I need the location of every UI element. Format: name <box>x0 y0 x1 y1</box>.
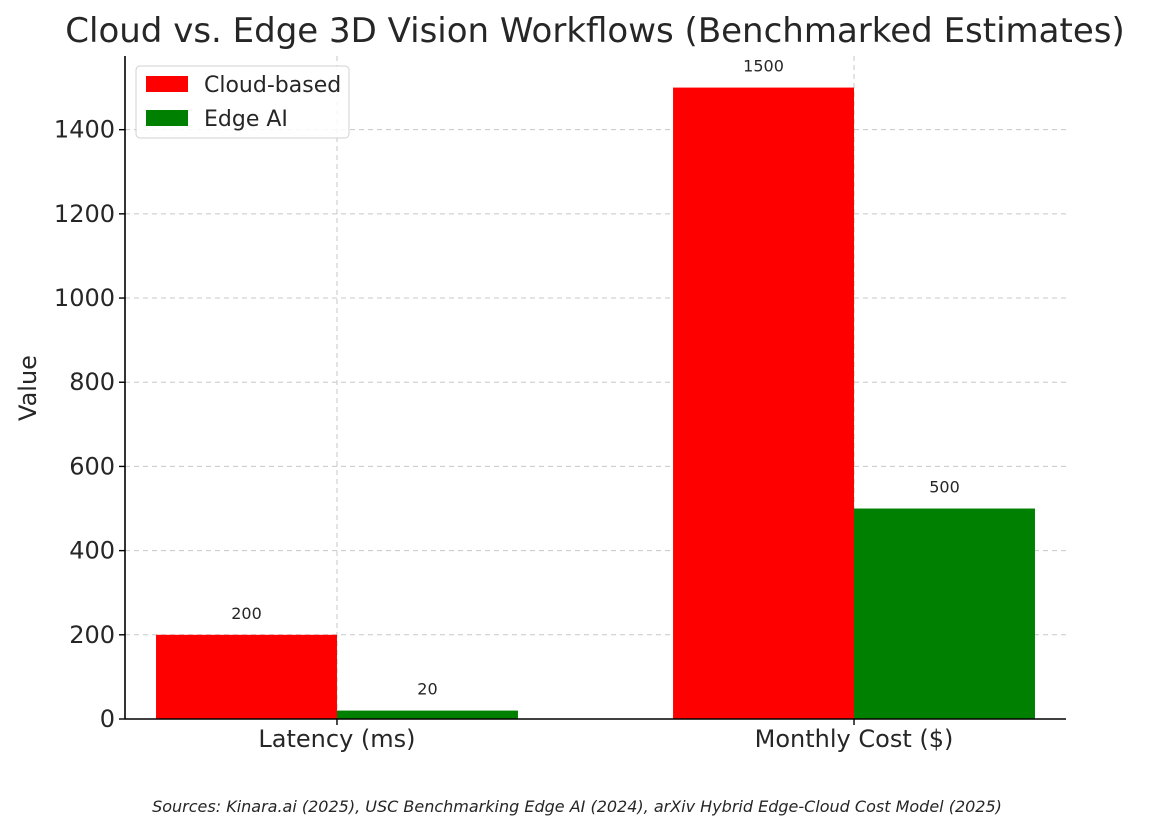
bar <box>673 87 855 720</box>
y-tick-label: 1400 <box>54 116 115 144</box>
bar-value-label: 500 <box>929 478 960 497</box>
bars <box>156 87 1035 720</box>
y-tick-label: 600 <box>69 452 115 480</box>
y-tick-label: 800 <box>69 368 115 396</box>
y-tick-label: 0 <box>100 705 115 733</box>
y-tick-label: 200 <box>69 621 115 649</box>
bar <box>156 634 337 719</box>
legend-swatch <box>146 76 188 92</box>
y-tick-label: 1000 <box>54 284 115 312</box>
bar <box>854 508 1035 719</box>
x-tick-label: Latency (ms) <box>258 725 415 753</box>
legend-box <box>135 65 350 139</box>
x-tick-label: Monthly Cost ($) <box>755 725 954 753</box>
y-axis-label: Value <box>14 355 42 421</box>
y-tick-label: 1200 <box>54 200 115 228</box>
chart-title: Cloud vs. Edge 3D Vision Workflows (Benc… <box>65 11 1124 51</box>
legend-swatch <box>146 110 188 126</box>
y-tick-label: 400 <box>69 537 115 565</box>
legend-label: Cloud-based <box>204 73 341 98</box>
sources-caption: Sources: Kinara.ai (2025), USC Benchmark… <box>152 797 1002 816</box>
bar <box>336 710 518 719</box>
bar-value-label: 1500 <box>743 57 784 76</box>
axes: 0 200 400 600 800 1000 1200 1400 Latency (ms) Mon… <box>54 56 1066 753</box>
bar-value-label: 200 <box>231 604 262 623</box>
bar-value-labels: 200 1500 20 500 <box>231 57 960 699</box>
legend-label: Edge AI <box>204 107 288 132</box>
legend: Cloud-based Edge AI <box>135 65 350 139</box>
bar-value-label: 20 <box>417 680 437 699</box>
